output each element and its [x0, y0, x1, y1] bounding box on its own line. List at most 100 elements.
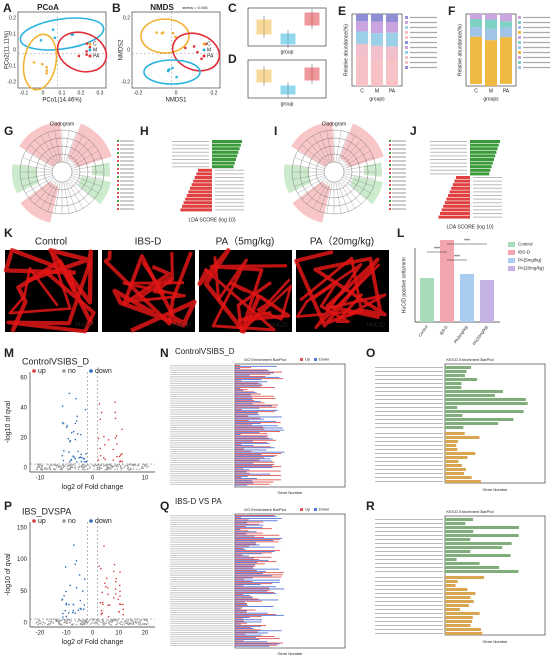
x-axis-label: LDA SCORE (log 10) [447, 225, 494, 231]
gene-point [46, 618, 48, 621]
go-bar [235, 631, 258, 633]
go-bar [235, 614, 284, 616]
gene-point [54, 618, 57, 620]
legend-label: up [38, 518, 46, 525]
cladogram-branch [22, 157, 53, 169]
lda-bar [188, 190, 212, 194]
cladogram-branch [47, 132, 59, 163]
gene-point [74, 468, 76, 470]
go-bar [235, 422, 281, 424]
gene-point [121, 460, 124, 463]
plot-subtitle: stress = 0.046 [182, 5, 208, 10]
sample-point [88, 45, 92, 49]
go-bar [235, 645, 270, 647]
go-bar [235, 402, 265, 404]
panel-letter: Q [160, 499, 169, 513]
gene-point [119, 454, 122, 456]
legend-swatch [117, 164, 119, 166]
legend-swatch [89, 369, 93, 373]
gene-point [59, 468, 61, 471]
go-bar [235, 417, 261, 419]
go-bar [235, 545, 250, 547]
go-bar [235, 607, 243, 609]
go-bar [235, 550, 281, 552]
gene-point [75, 420, 78, 422]
sample-point [200, 57, 203, 61]
gene-point [63, 465, 65, 467]
y-axis-label: Relative abundance(%) [343, 24, 349, 76]
gene-point [46, 624, 49, 626]
y-tick-label: 50 [20, 589, 27, 595]
cladogram-branch [338, 135, 356, 164]
plot-title: NMDS [150, 3, 174, 12]
gene-point [73, 623, 75, 625]
kegg-bar [445, 612, 480, 615]
gene-point [115, 618, 117, 621]
cladogram-branch [337, 181, 349, 212]
go-bar [235, 570, 257, 571]
go-bar [235, 594, 244, 596]
lda-bar [451, 186, 470, 190]
box [280, 33, 296, 45]
box [256, 69, 272, 83]
go-bar [235, 376, 280, 378]
go-bar [235, 477, 242, 479]
lda-bar [470, 140, 500, 143]
gene-point [58, 621, 60, 624]
x-axis-label: Gene Number [277, 651, 303, 656]
gene-point [106, 468, 109, 470]
go-bar [235, 553, 262, 555]
go-bar [235, 468, 244, 470]
cladogram-branch [71, 175, 102, 187]
go-bar [235, 559, 269, 561]
clade-highlight [77, 175, 112, 205]
legend-swatch [389, 164, 391, 166]
lda-bar [438, 215, 470, 219]
go-bar [235, 420, 249, 421]
y-tick-label: 60 [20, 376, 27, 382]
go-bar [235, 431, 260, 433]
cladogram-branch [306, 179, 328, 205]
gene-point [95, 621, 98, 624]
gene-point [118, 610, 120, 613]
gene-point [68, 451, 70, 453]
sample-point [32, 61, 36, 64]
kegg-bar [445, 448, 458, 451]
x-tick-label: M [489, 88, 493, 94]
stain-label: HuC/D [76, 323, 95, 329]
cladogram-branch [297, 150, 326, 168]
sample-point [184, 46, 187, 50]
cladogram-branch [342, 150, 371, 168]
gene-point [122, 624, 124, 626]
gene-point [142, 463, 144, 465]
panel-letter: A [3, 1, 12, 15]
image-caption: Control [35, 237, 67, 248]
legend-swatch [117, 200, 119, 202]
lda-bar [443, 204, 470, 208]
gene-point [128, 463, 130, 466]
legend-label: down [95, 518, 112, 525]
gene-point [108, 622, 110, 625]
gene-point [105, 622, 107, 625]
gene-point [126, 621, 129, 623]
clade-highlight [349, 175, 384, 205]
go-bar [235, 535, 255, 537]
gene-point [103, 545, 105, 547]
go-bar [235, 585, 244, 587]
gene-point [62, 612, 64, 615]
kegg-bar [445, 390, 503, 393]
sample-point [161, 31, 165, 34]
gene-point [41, 469, 43, 471]
lda-bar [470, 158, 494, 161]
gene-point [69, 468, 72, 470]
legend-swatch [405, 16, 408, 19]
cladogram-ring [323, 161, 345, 183]
gene-point [88, 464, 90, 466]
kegg-bar [445, 418, 514, 421]
bar-segment [371, 14, 383, 22]
gene-point [96, 468, 98, 470]
go-bar [235, 539, 281, 541]
kegg-bar [445, 402, 528, 405]
lda-bar [183, 201, 212, 205]
kegg-bar [445, 432, 465, 435]
